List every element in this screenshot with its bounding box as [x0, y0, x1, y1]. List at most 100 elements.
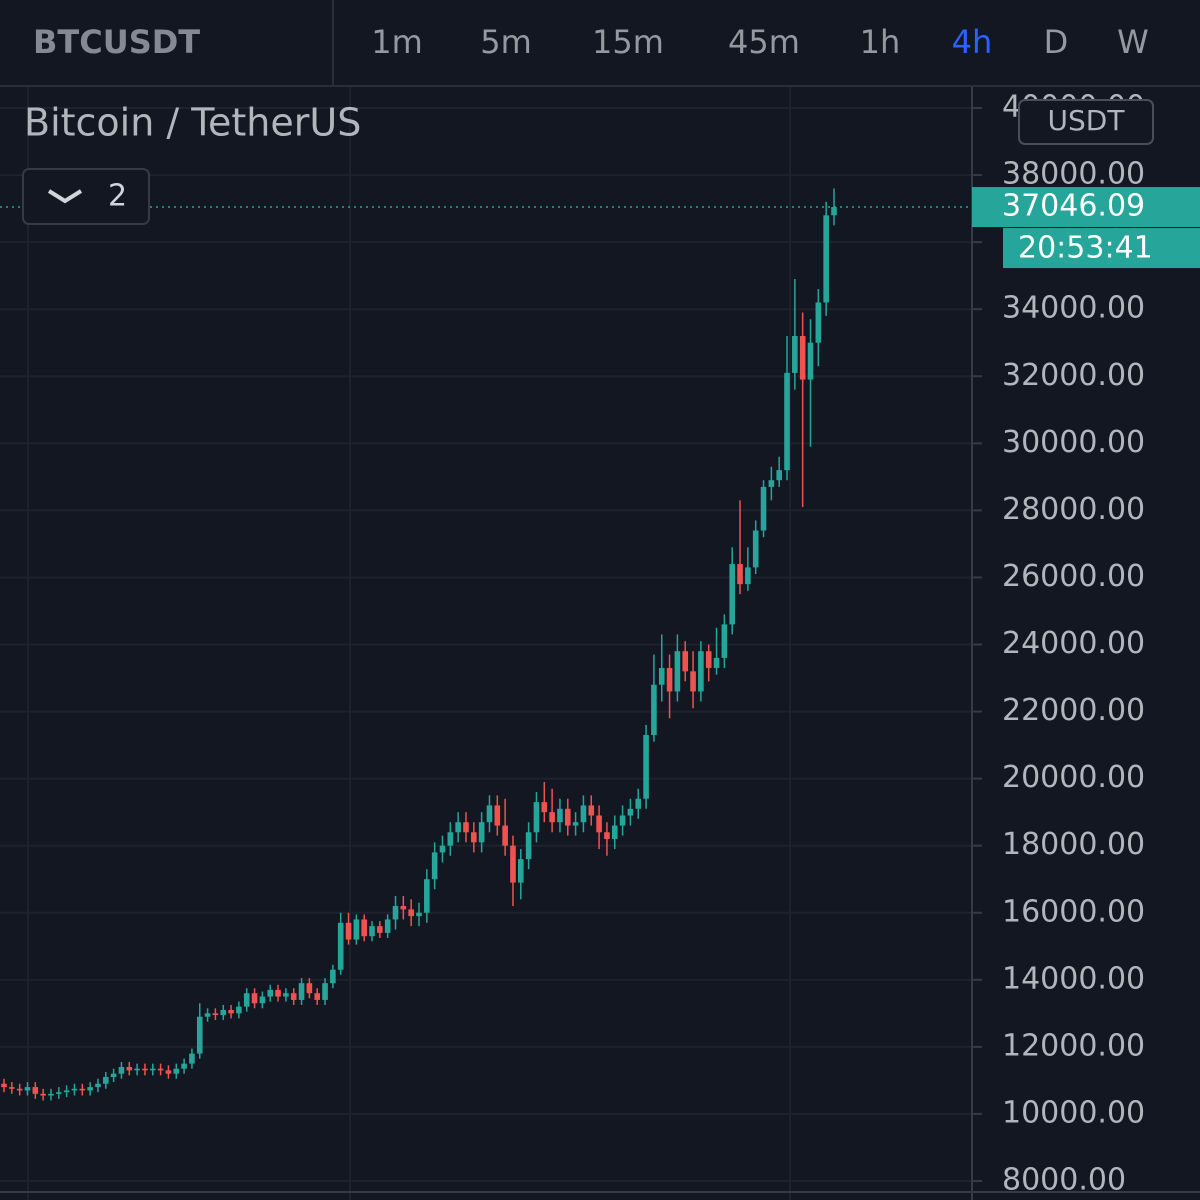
interval[interactable]: 1m [371, 23, 423, 61]
candle-body [823, 215, 829, 303]
candle-body [627, 808, 634, 816]
interval[interactable]: 45m [728, 23, 800, 61]
toggle-box [22, 168, 150, 225]
candle-body [251, 993, 258, 1004]
y-tick-label: 16000.00 [1002, 894, 1145, 929]
candle-body [690, 671, 696, 692]
candle-body [760, 486, 767, 531]
candle-body [768, 480, 775, 487]
y-tick-label: 20000.00 [1002, 760, 1145, 795]
candle-body [666, 667, 673, 692]
candle-body [424, 879, 430, 913]
candle-body [502, 825, 508, 846]
y-tick-label: 8000.00 [1002, 1163, 1126, 1198]
candle-body [369, 926, 375, 937]
candle-body [737, 564, 743, 585]
interval[interactable]: 5m [480, 23, 532, 61]
candle-body [463, 822, 469, 833]
candle-body [212, 1013, 219, 1016]
candle-body [619, 815, 626, 826]
indicator-toggle[interactable]: 2 [22, 168, 150, 225]
candle-body [400, 906, 407, 910]
y-tick-label: 14000.00 [1002, 961, 1145, 996]
interval[interactable]: 1h [860, 23, 901, 61]
toolbar-bg [0, 0, 1200, 86]
candle-body [517, 859, 524, 883]
candle-body [345, 922, 352, 940]
y-tick-label: 26000.00 [1002, 559, 1145, 594]
candle-body [611, 825, 618, 839]
interval[interactable]: W [1117, 23, 1149, 61]
candle-body [110, 1073, 117, 1078]
candle-body [290, 993, 297, 1000]
interval[interactable]: 15m [592, 23, 664, 61]
candle-body [71, 1088, 78, 1091]
interval[interactable]: D [1044, 23, 1069, 61]
candle-body [353, 919, 360, 940]
candle-body [9, 1087, 15, 1089]
indicator-count: 2 [108, 179, 127, 214]
candle-body [651, 684, 657, 736]
candle-body [102, 1077, 109, 1084]
candle-body [322, 983, 328, 1000]
candle-body [306, 983, 313, 994]
candle-body [471, 832, 477, 843]
candle-body [572, 822, 579, 826]
y-tick-label: 22000.00 [1002, 693, 1145, 728]
candle-body [799, 336, 806, 380]
candle-body [337, 922, 344, 970]
candle-body [557, 808, 563, 823]
candle-body [705, 651, 712, 668]
candle-body [126, 1066, 133, 1071]
countdown-box [1003, 228, 1200, 269]
candle-body [56, 1092, 62, 1094]
candle-body [604, 832, 610, 839]
candle-body [549, 812, 555, 823]
candle-body [447, 832, 454, 846]
candle-body [361, 919, 367, 937]
candle-body [792, 336, 798, 373]
candle-body [807, 342, 814, 380]
y-tick-label: 28000.00 [1002, 492, 1145, 527]
interval[interactable]: 4h [952, 23, 993, 61]
candle-body [243, 993, 250, 1007]
candle-body [181, 1063, 187, 1069]
candle-body [831, 207, 837, 216]
currency-box[interactable] [1018, 99, 1154, 145]
candle-body [40, 1093, 46, 1096]
candle-body [408, 909, 414, 917]
candle-body [149, 1068, 156, 1071]
candle-body [431, 852, 438, 880]
candle-body [48, 1093, 54, 1096]
candle-body [32, 1087, 39, 1094]
candle-body [478, 822, 485, 843]
candle-body [533, 802, 540, 833]
candle-body [87, 1087, 93, 1091]
last-price-box [972, 187, 1200, 228]
candle-body [494, 805, 501, 826]
candle-body [416, 912, 422, 917]
candle-body [713, 657, 720, 668]
candle-body [815, 302, 822, 343]
chevron [47, 189, 83, 204]
candle-body [486, 805, 493, 823]
chart-title: Bitcoin / TetherUS [24, 101, 361, 145]
candle-body [196, 1016, 203, 1054]
y-tick-label: 10000.00 [1002, 1095, 1145, 1130]
candle-body [745, 567, 751, 585]
candle-body [384, 919, 391, 933]
candle-body [283, 993, 289, 997]
grid [27, 86, 791, 1200]
candle-body [165, 1070, 172, 1074]
currency[interactable]: USDT [1048, 104, 1126, 137]
candle-body [635, 798, 642, 809]
price-axis: 8000.00 10000.00 12000.00 14000.00 16000.00 1… [972, 90, 1200, 1198]
y-tick-label: 38000.00 [1002, 157, 1145, 192]
candle-body [525, 832, 532, 860]
candle-body [1, 1083, 7, 1088]
plot [0, 107, 972, 1182]
y-tick-label: 24000.00 [1002, 626, 1145, 661]
candle-body [596, 815, 602, 833]
symbol[interactable]: BTCUSDT [33, 23, 200, 61]
candle-body [455, 822, 461, 833]
